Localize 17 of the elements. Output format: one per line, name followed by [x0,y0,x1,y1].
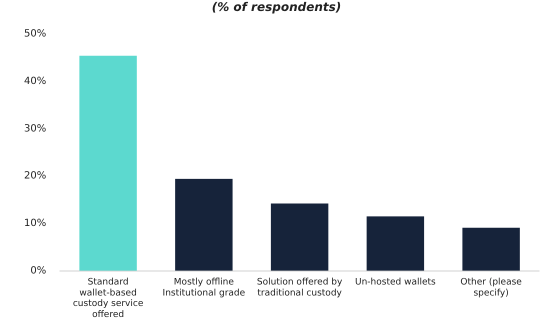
bar [462,228,520,271]
y-tick-label: 30% [24,123,46,134]
bar [366,216,424,271]
bar [270,204,328,271]
x-tick-label: Mostly offline Institutional grade [162,278,246,298]
bar [175,178,233,271]
y-tick-label: 0% [30,265,46,276]
y-tick-label: 50% [24,28,46,40]
y-tick-label: 40% [24,76,46,87]
y-tick-label: 10% [24,218,46,230]
chart-subtitle: (% of respondents) [210,0,342,14]
y-tick-label: 20% [24,170,46,182]
x-tick-label: Standard wallet-based custody service offered [72,278,144,320]
bar [79,56,137,271]
x-tick-label: Other (please specify) [460,278,522,298]
x-tick-label: Un-hosted wallets [355,278,436,288]
x-tick-label: Solution offered by traditional custody [256,278,343,298]
